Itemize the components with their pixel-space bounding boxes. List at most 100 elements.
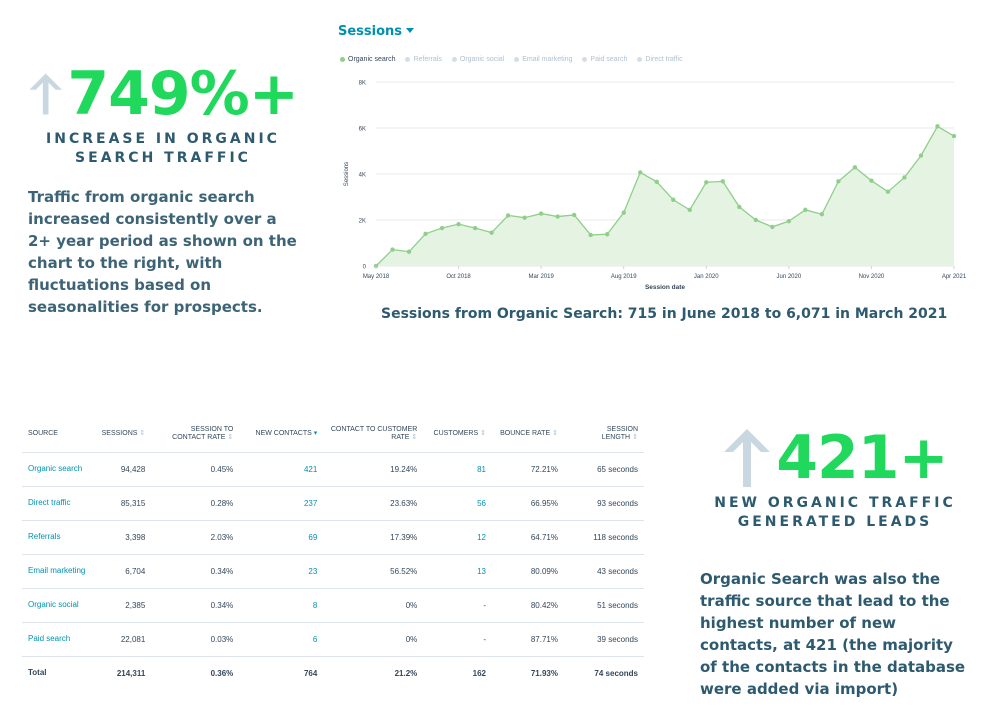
sort-descending-icon: ▾: [313, 429, 318, 437]
data-point: [869, 178, 874, 183]
header-customers[interactable]: CUSTOMERS ⇕: [423, 416, 492, 453]
header-contact-customer-rate[interactable]: CONTACT TO CUSTOMER RATE ⇕: [323, 416, 424, 453]
header-new-contacts[interactable]: NEW CONTACTS ▾: [239, 416, 324, 453]
table-cell: 17.39%: [323, 520, 424, 555]
table-cell: 80.09%: [492, 554, 564, 589]
table-header-row: SOURCE SESSIONS ⇕ SESSION TO CONTACT RATE…: [22, 416, 644, 453]
sort-icon: ⇕: [480, 429, 486, 437]
source-cell[interactable]: Referrals: [22, 520, 92, 555]
stat-label: INCREASE IN ORGANIC SEARCH TRAFFIC: [46, 131, 280, 166]
header-source[interactable]: SOURCE: [22, 416, 92, 453]
source-cell[interactable]: Email marketing: [22, 554, 92, 589]
data-point: [687, 207, 692, 213]
legend-label: Direct traffic: [645, 56, 683, 63]
sort-icon: ⇕: [552, 429, 558, 437]
legend-item[interactable]: Paid search: [582, 56, 627, 63]
header-session-contact-rate[interactable]: SESSION TO CONTACT RATE ⇕: [151, 416, 240, 453]
legend-item[interactable]: Referrals: [405, 56, 442, 63]
table-cell: 0.45%: [151, 452, 240, 487]
table-cell: 118 seconds: [564, 520, 644, 555]
data-point: [770, 224, 775, 230]
table-cell[interactable]: 421: [239, 452, 324, 487]
caret-down-icon: [406, 28, 415, 33]
table-cell[interactable]: 6: [239, 622, 324, 657]
table-cell: 51 seconds: [564, 588, 644, 623]
series-area: [376, 126, 954, 266]
legend-item[interactable]: Direct traffic: [637, 56, 683, 63]
table-cell: 87.71%: [492, 622, 564, 657]
table-cell[interactable]: 69: [239, 520, 324, 555]
x-axis-title: Session date: [645, 284, 685, 291]
header-session-length[interactable]: SESSION LENGTH ⇕: [564, 416, 644, 453]
source-cell[interactable]: Organic social: [22, 588, 92, 623]
organic-traffic-stat: 749%+ INCREASE IN ORGANIC SEARCH TRAFFIC…: [28, 62, 299, 318]
table-cell: 22,081: [92, 622, 152, 657]
data-point: [753, 217, 759, 223]
stat-value: 421+: [776, 423, 949, 493]
table-cell: 65 seconds: [564, 452, 644, 487]
table-cell: 80.42%: [492, 588, 564, 623]
data-point: [704, 180, 709, 185]
legend-dot-icon: [405, 57, 411, 62]
x-tick-label: Mar 2019: [528, 274, 554, 280]
legend-item[interactable]: Organic social: [451, 56, 504, 63]
x-tick-label: Jun 2020: [777, 274, 802, 280]
header-sessions-label: SESSIONS: [101, 429, 138, 437]
table-cell[interactable]: 237: [239, 486, 324, 521]
table-cell: 6,704: [92, 554, 152, 589]
up-arrow-icon: [29, 73, 62, 115]
legend-dot-icon: [340, 57, 345, 62]
table-row: Paid search 22,081 0.03% 6 0% -87.71% 39 secon…: [22, 622, 644, 657]
x-tick-label: Oct 2018: [446, 274, 471, 280]
sort-icon: ⇕: [632, 433, 638, 441]
table-cell[interactable]: 13: [423, 554, 492, 589]
table-cell[interactable]: 56: [423, 486, 492, 521]
data-point: [621, 210, 626, 215]
source-cell[interactable]: Direct traffic: [22, 486, 92, 521]
x-tick-label: May 2018: [363, 274, 390, 280]
table-cell: 162: [472, 668, 486, 678]
sort-icon: ⇕: [411, 433, 418, 441]
table-cell[interactable]: 8: [239, 588, 324, 623]
data-point: [423, 231, 428, 236]
stat-label: NEW ORGANIC TRAFFIC GENERATED LEADS: [714, 495, 956, 530]
y-tick-label: 6K: [359, 127, 366, 133]
source-cell[interactable]: Organic search: [22, 452, 92, 487]
stat-headline: 749%+: [28, 62, 299, 126]
data-point: [605, 232, 610, 237]
legend-item[interactable]: Organic search: [340, 56, 395, 63]
table-cell[interactable]: 23: [239, 554, 324, 589]
y-tick-label: 2K: [359, 219, 366, 225]
legend-item[interactable]: Email marketing: [514, 56, 572, 63]
data-point: [902, 175, 907, 180]
table-cell[interactable]: 12: [423, 520, 492, 555]
data-point: [951, 133, 957, 139]
chart-caption: Sessions from Organic Search: 715 in Jun…: [381, 306, 948, 322]
table-cell: 214,311: [116, 668, 146, 678]
source-cell[interactable]: Paid search: [22, 622, 92, 657]
data-point: [439, 225, 445, 231]
data-point: [935, 124, 940, 129]
data-point: [885, 189, 891, 194]
table-cell: 66.95%: [492, 486, 564, 521]
table-row: Organic social 2,385 0.34% 8 0% -80.42% 51 sec…: [22, 588, 644, 623]
x-tick-label: Nov 2020: [859, 274, 885, 280]
sort-icon: ⇕: [139, 429, 146, 437]
data-point: [803, 207, 808, 213]
sort-icon: ⇕: [227, 433, 234, 441]
data-point: [505, 213, 511, 218]
stat-description: Organic Search was also the traffic sour…: [700, 570, 966, 698]
data-point: [737, 204, 742, 210]
table-cell[interactable]: 81: [423, 452, 492, 487]
sessions-dropdown-label: Sessions: [338, 24, 403, 39]
header-bounce-rate[interactable]: BOUNCE RATE ⇕: [492, 416, 564, 453]
x-tick-label: Jan 2020: [694, 274, 719, 280]
data-point: [472, 225, 478, 231]
data-point: [588, 232, 593, 238]
sessions-dropdown[interactable]: Sessions: [338, 24, 415, 39]
table-cell: 764: [303, 668, 318, 678]
header-sessions[interactable]: SESSIONS ⇕: [92, 416, 152, 453]
data-point: [786, 218, 792, 224]
x-tick-label: Apr 2021: [942, 274, 967, 280]
table-body: Organic search 94,428 0.45% 421 19.24% 81 72.2…: [22, 452, 644, 690]
